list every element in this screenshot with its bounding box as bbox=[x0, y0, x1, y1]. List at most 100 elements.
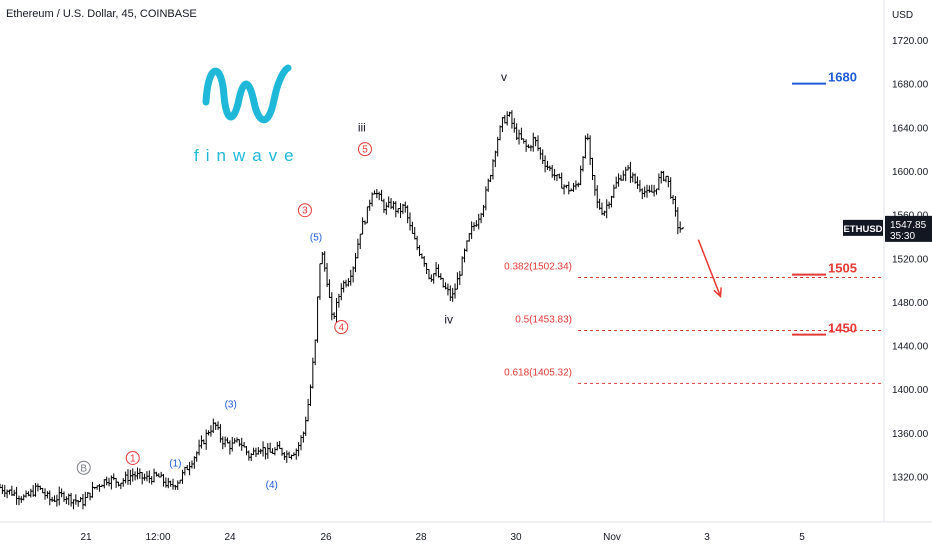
price-tick-label: 1600.00 bbox=[892, 167, 929, 178]
price-bar bbox=[572, 183, 575, 192]
price-bar bbox=[347, 278, 350, 286]
price-bar bbox=[169, 481, 172, 487]
price-bar bbox=[425, 263, 428, 274]
svg-text:iv: iv bbox=[444, 312, 453, 326]
price-bar bbox=[153, 469, 156, 483]
price-bar bbox=[117, 482, 120, 487]
price-bar bbox=[245, 446, 248, 455]
price-bar bbox=[593, 175, 596, 196]
time-tick-label: 3 bbox=[704, 532, 710, 543]
price-bar bbox=[176, 480, 179, 490]
price-bar bbox=[439, 273, 442, 280]
price-bar bbox=[77, 500, 80, 507]
fib-level-label: 0.5(1453.83) bbox=[515, 314, 572, 325]
svg-text:(1): (1) bbox=[169, 458, 181, 469]
price-bar bbox=[219, 424, 222, 443]
price-tick-label: 1360.00 bbox=[892, 429, 929, 440]
price-bar bbox=[44, 488, 47, 499]
price-bar bbox=[181, 470, 184, 484]
time-tick-label: 26 bbox=[320, 532, 332, 543]
price-bar bbox=[411, 222, 414, 234]
price-bar bbox=[518, 130, 521, 145]
price-bar bbox=[122, 478, 125, 487]
svg-text:1: 1 bbox=[130, 453, 136, 464]
price-bar bbox=[499, 125, 502, 140]
wave-labels: B1 (1)(3)(4)3(5)4iii5ivv bbox=[77, 70, 507, 491]
price-bar bbox=[591, 158, 594, 180]
price-bar bbox=[520, 128, 523, 140]
price-bar bbox=[646, 185, 649, 198]
price-bar bbox=[356, 239, 359, 259]
price-bar bbox=[657, 173, 660, 190]
price-bar bbox=[399, 203, 402, 218]
price-tick-label: 1440.00 bbox=[892, 342, 929, 353]
price-bar bbox=[501, 117, 504, 132]
price-bar bbox=[112, 473, 115, 480]
price-bar bbox=[394, 201, 397, 217]
price-bar bbox=[25, 490, 28, 497]
time-axis[interactable]: 21 12:00 24 26 28 30 Nov 3 5 bbox=[0, 522, 932, 543]
price-bar bbox=[349, 270, 352, 286]
price-bar bbox=[532, 133, 535, 152]
price-bar bbox=[17, 496, 20, 506]
price-bar bbox=[51, 497, 54, 502]
price-bar bbox=[126, 469, 129, 485]
time-tick-label: 28 bbox=[415, 532, 427, 543]
price-bar bbox=[629, 162, 632, 183]
price-bar bbox=[70, 493, 73, 507]
price-bar bbox=[359, 234, 362, 249]
price-bar bbox=[29, 489, 32, 498]
target-levels: 168015051450 bbox=[792, 70, 857, 336]
price-bar bbox=[378, 192, 381, 200]
price-bar bbox=[323, 251, 326, 271]
price-bar bbox=[283, 452, 286, 460]
price-bar bbox=[167, 478, 170, 488]
currency-label: USD bbox=[892, 10, 913, 21]
price-bar bbox=[190, 460, 193, 468]
price-bar bbox=[385, 202, 388, 214]
price-bar bbox=[560, 173, 563, 189]
price-bar bbox=[529, 145, 532, 151]
price-bar bbox=[224, 437, 227, 448]
price-bar bbox=[473, 222, 476, 231]
price-bar bbox=[437, 264, 440, 277]
price-bar bbox=[681, 228, 684, 229]
price-bar bbox=[221, 436, 224, 449]
price-bar bbox=[544, 155, 547, 172]
price-bar bbox=[48, 490, 51, 505]
price-bar bbox=[458, 271, 461, 285]
price-bar bbox=[636, 176, 639, 188]
wave-label: iii bbox=[358, 120, 366, 134]
price-bar bbox=[22, 494, 25, 500]
price-bar bbox=[392, 201, 395, 210]
price-bar bbox=[214, 422, 217, 430]
price-bar bbox=[278, 441, 281, 449]
price-bar bbox=[247, 451, 250, 461]
price-bar bbox=[212, 419, 215, 433]
last-price-value: 1547.85 bbox=[890, 220, 927, 231]
price-bar bbox=[655, 189, 658, 195]
logo-wordmark: finwave bbox=[194, 146, 301, 166]
price-bar bbox=[354, 253, 357, 272]
price-bar bbox=[423, 256, 426, 267]
price-bar bbox=[81, 494, 84, 509]
price-bar bbox=[217, 421, 220, 430]
price-bar bbox=[461, 256, 464, 275]
price-bar bbox=[269, 443, 272, 453]
svg-text:(5): (5) bbox=[310, 232, 322, 243]
price-bar bbox=[340, 283, 343, 300]
price-bar bbox=[610, 196, 613, 208]
wave-label: 1 bbox=[126, 451, 139, 464]
svg-text:5: 5 bbox=[362, 145, 368, 156]
wave-label: 4 bbox=[335, 320, 348, 333]
price-bar bbox=[430, 274, 433, 282]
wave-label: 3 bbox=[298, 204, 311, 217]
price-bar bbox=[240, 438, 243, 451]
price-tick-label: 1400.00 bbox=[892, 385, 929, 396]
price-bar bbox=[262, 441, 265, 456]
price-bar bbox=[608, 202, 611, 209]
price-bar bbox=[510, 110, 513, 128]
price-bar bbox=[454, 283, 457, 298]
